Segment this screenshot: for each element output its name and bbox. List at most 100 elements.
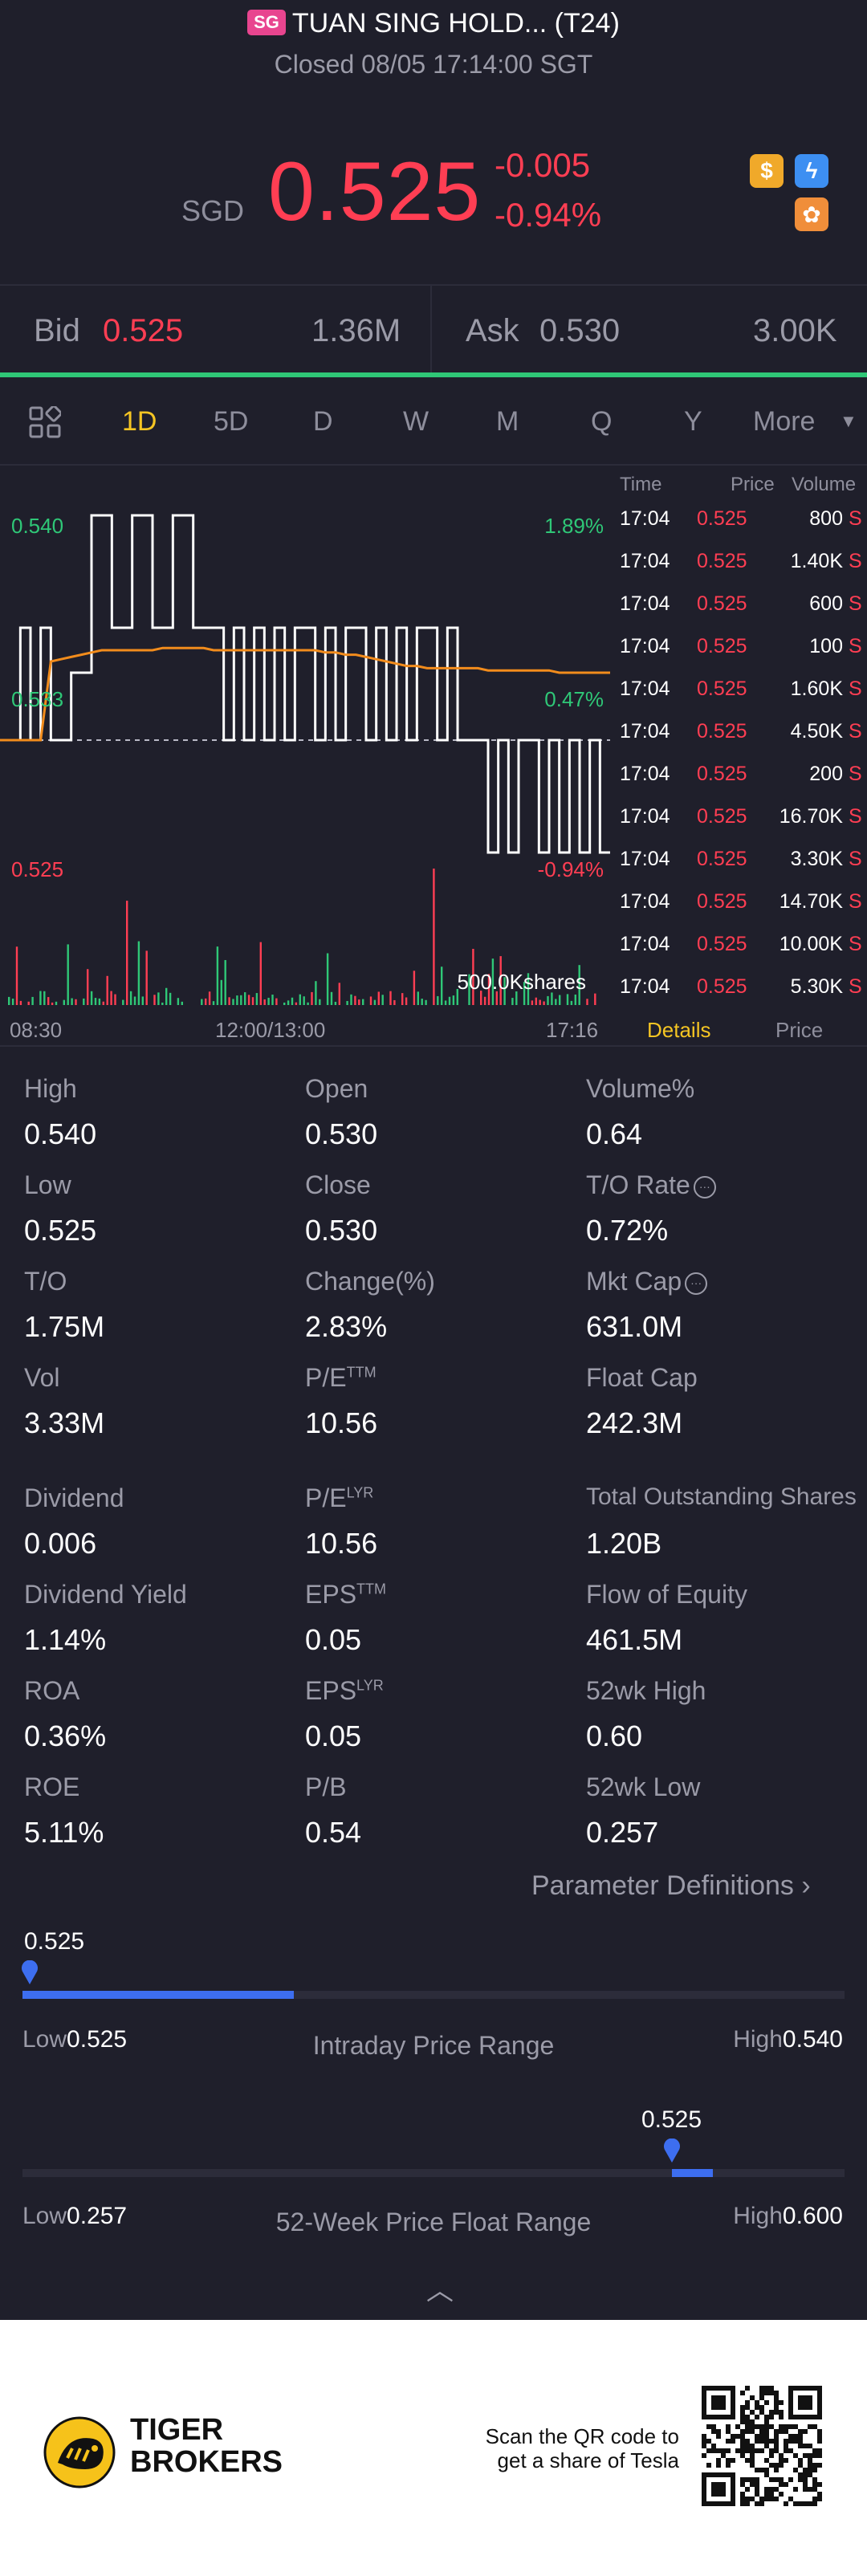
- stat-open-value: 0.530: [305, 1117, 378, 1150]
- stat-divyield-value: 1.14%: [24, 1623, 107, 1656]
- volume-bar: [43, 991, 46, 1005]
- dollar-icon[interactable]: $: [750, 154, 784, 188]
- tab-month[interactable]: M: [496, 406, 519, 437]
- gear-icon[interactable]: ✿: [795, 197, 828, 231]
- tick-time: 17:04: [620, 763, 670, 785]
- pct-label-bottom: -0.94%: [538, 857, 604, 881]
- bid-volume: 1.36M: [311, 313, 401, 348]
- info-icon[interactable]: ···: [685, 1272, 708, 1295]
- tick-price: 0.525: [697, 975, 747, 998]
- stat-eps-lyr-label: EPSLYR: [305, 1676, 384, 1705]
- volume-bar: [452, 995, 455, 1005]
- stat-dividend-value: 0.006: [24, 1527, 97, 1560]
- x-label-lunch: 12:00/13:00: [215, 1018, 326, 1042]
- tab-day[interactable]: D: [313, 406, 333, 437]
- stat-eps-lyr-value: 0.05: [305, 1719, 362, 1752]
- volume-bar: [94, 998, 97, 1005]
- tab-week[interactable]: W: [403, 406, 429, 437]
- volume-bar: [523, 982, 526, 1005]
- volume-bar: [303, 996, 305, 1005]
- stat-floatcap-label: Float Cap: [586, 1363, 698, 1392]
- volume-bar: [67, 944, 69, 1005]
- volume-bar: [527, 973, 530, 1005]
- volume-bar: [594, 993, 596, 1005]
- tab-quarter[interactable]: Q: [591, 406, 613, 437]
- tab-5d[interactable]: 5D: [214, 406, 249, 437]
- volume-bar: [480, 991, 482, 1005]
- tick-side: S: [849, 848, 862, 870]
- volume-bar: [295, 1002, 298, 1005]
- tick-side: S: [849, 933, 862, 955]
- volume-bar: [141, 996, 144, 1005]
- volume-bar: [354, 995, 356, 1005]
- volume-bar: [377, 991, 380, 1005]
- volume-bar: [208, 991, 211, 1005]
- intraday-current-value: 0.525: [24, 1928, 85, 1955]
- qr-caption-line2: get a share of Tesla: [497, 2448, 679, 2472]
- chevron-down-icon[interactable]: ▼: [840, 411, 857, 431]
- volume-bar: [11, 999, 14, 1005]
- footer-banner: [0, 2320, 867, 2576]
- volume-bar: [539, 999, 541, 1005]
- average-price-line: [0, 646, 610, 742]
- stat-mktcap-value: 631.0M: [586, 1310, 683, 1343]
- ask-volume: 3.00K: [753, 313, 837, 348]
- stat-roa-value: 0.36%: [24, 1719, 107, 1752]
- volume-bar: [417, 991, 419, 1005]
- price-line: [0, 514, 610, 854]
- stat-roe-label: ROE: [24, 1772, 80, 1801]
- volume-bar: [181, 1001, 183, 1005]
- tab-details[interactable]: Details: [647, 1018, 711, 1042]
- tick-header-volume: Volume: [792, 474, 857, 495]
- volume-bar: [177, 998, 180, 1005]
- stat-close-value: 0.530: [305, 1214, 378, 1247]
- volume-bar: [157, 992, 160, 1005]
- volume-bar: [511, 998, 514, 1005]
- tick-side: S: [849, 635, 862, 657]
- tick-volume: 16.70K: [779, 805, 843, 828]
- stat-mktcap-label: Mkt Cap ···: [586, 1267, 708, 1296]
- volume-bar: [472, 949, 474, 1005]
- info-icon[interactable]: ···: [693, 1176, 716, 1198]
- tick-price: 0.525: [697, 890, 747, 913]
- volume-bar: [263, 999, 266, 1005]
- volume-bar: [267, 997, 270, 1005]
- grid-icon[interactable]: [29, 406, 61, 438]
- tick-volume: 14.70K: [779, 890, 843, 913]
- volume-bar: [499, 956, 502, 1005]
- chevron-up-icon[interactable]: ︿: [426, 2276, 454, 2306]
- volume-bar: [283, 1002, 286, 1005]
- stat-pe-lyr-label: P/ELYR: [305, 1483, 374, 1512]
- week52-low: Low0.257: [22, 2203, 128, 2229]
- tab-more[interactable]: More: [753, 406, 816, 437]
- tab-year[interactable]: Y: [684, 406, 702, 437]
- stat-changepct-value: 2.83%: [305, 1310, 388, 1343]
- lightning-icon[interactable]: ϟ: [795, 154, 828, 188]
- volume-bar: [311, 991, 313, 1005]
- tick-time: 17:04: [620, 890, 670, 913]
- stat-to-label: T/O: [24, 1267, 67, 1296]
- intraday-chart[interactable]: 0.540 0.533 0.525 1.89% 0.47% -0.94% 500…: [0, 467, 610, 1013]
- qr-code[interactable]: [702, 2386, 822, 2506]
- volume-bar: [55, 1001, 58, 1005]
- volume-bar: [315, 981, 317, 1005]
- parameter-definitions-link[interactable]: Parameter Definitions ›: [531, 1870, 811, 1901]
- tiger-logo-icon: [43, 2416, 116, 2489]
- bid-ask-divider: [430, 286, 432, 372]
- volume-bar: [228, 997, 230, 1005]
- stock-title: SG TUAN SING HOLD... (T24): [0, 8, 867, 39]
- volume-bar: [338, 983, 340, 1005]
- tab-price[interactable]: Price: [775, 1018, 824, 1042]
- intraday-range-fill: [22, 1991, 294, 1999]
- volume-bar: [15, 946, 18, 1005]
- volume-bar: [326, 953, 329, 1005]
- y-label-mid: 0.533: [11, 687, 63, 711]
- tab-1d[interactable]: 1D: [122, 406, 157, 437]
- stat-flow-value: 461.5M: [586, 1623, 683, 1656]
- brand-name-line2: BROKERS: [130, 2445, 283, 2479]
- stat-torate-label: T/O Rate ···: [586, 1170, 716, 1200]
- volume-bar: [161, 1002, 164, 1005]
- tick-side: S: [849, 592, 862, 615]
- tick-volume: 3.30K: [790, 848, 843, 870]
- volume-bar: [205, 998, 207, 1005]
